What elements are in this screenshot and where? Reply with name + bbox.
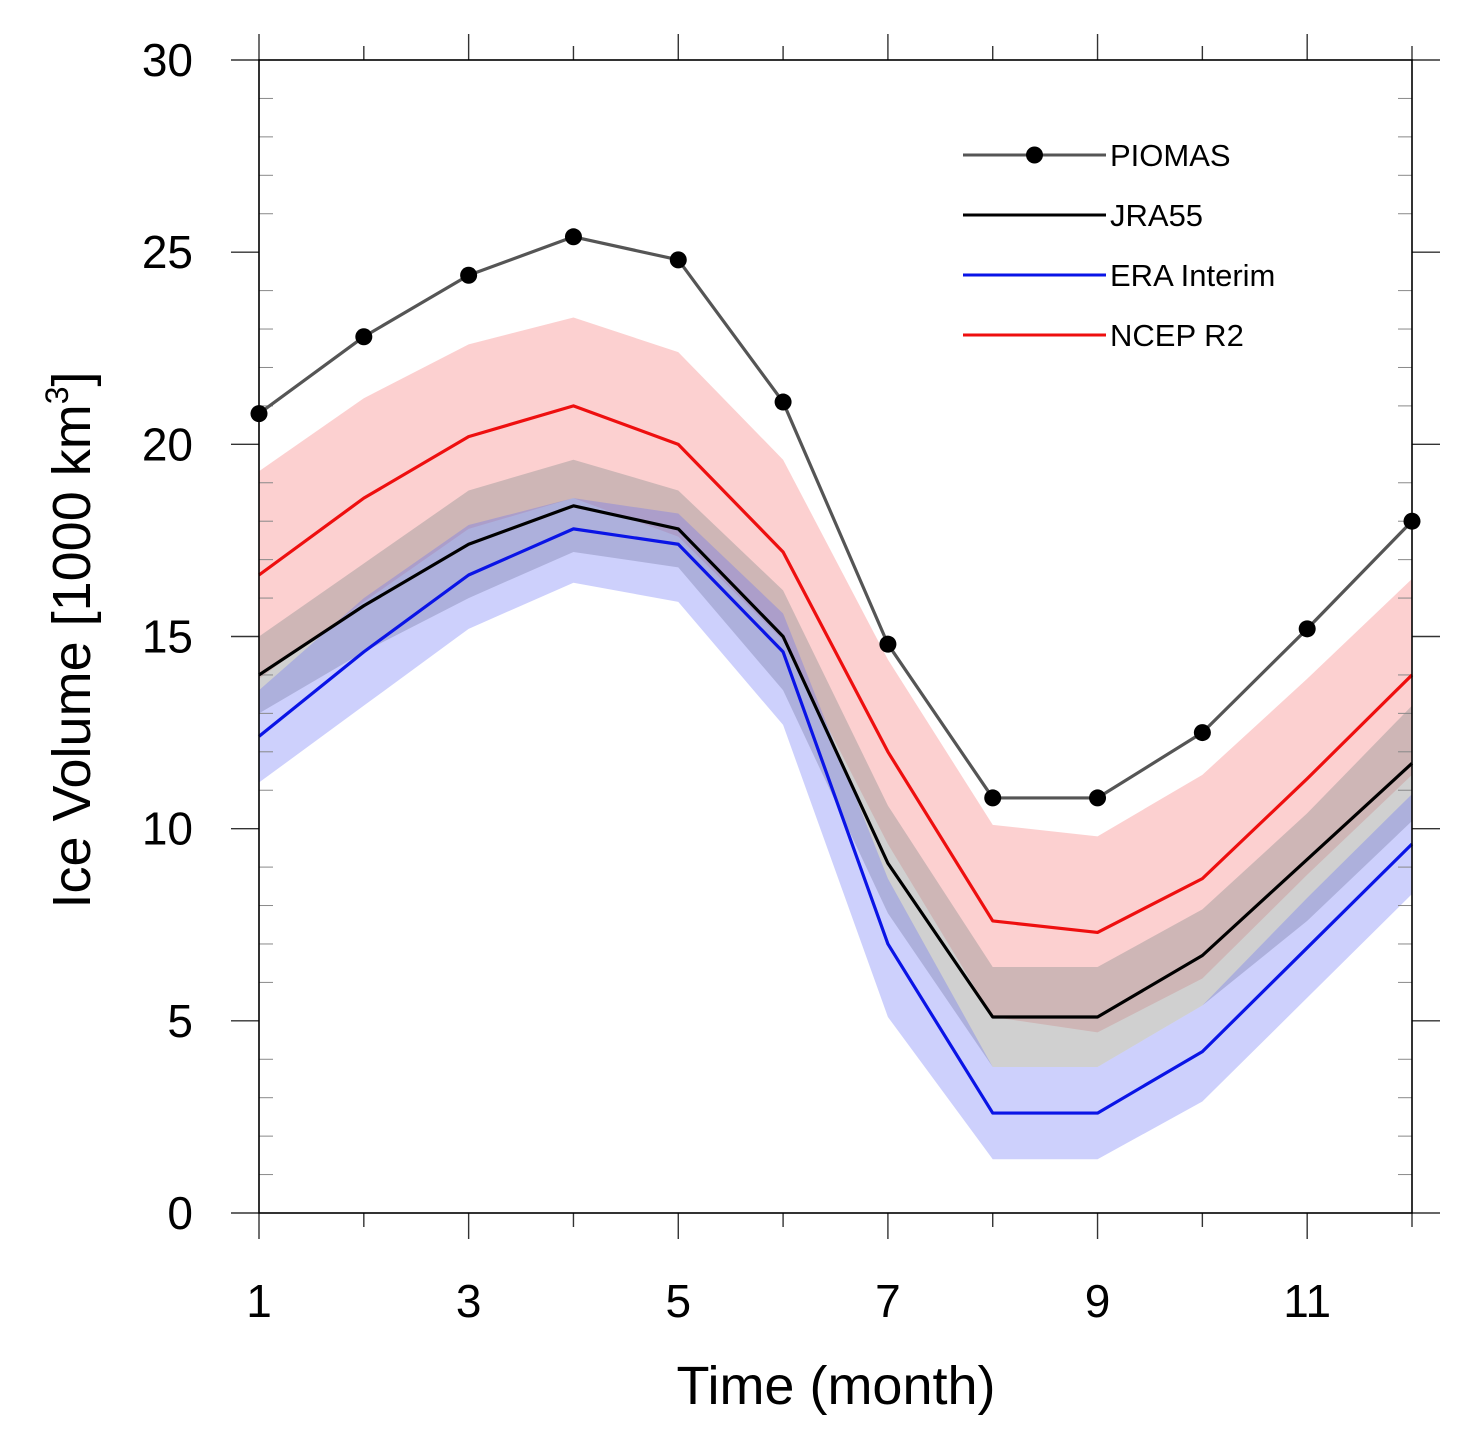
y-tick-label: 20 bbox=[142, 418, 193, 470]
y-tick-label: 0 bbox=[167, 1187, 193, 1239]
x-tick-label: 7 bbox=[875, 1275, 901, 1327]
y-tick-label: 10 bbox=[142, 803, 193, 855]
x-tick-label: 5 bbox=[665, 1275, 691, 1327]
y-axis-title: Ice Volume [1000 km3] bbox=[39, 371, 102, 908]
tick-labels: 1 3 5 7 9 11 0 5 10 15 20 25 30 bbox=[142, 34, 1331, 1327]
data-point-piomas bbox=[774, 393, 792, 411]
data-point-piomas bbox=[1298, 620, 1316, 638]
y-tick-label: 30 bbox=[142, 34, 193, 86]
y-tick-label: 25 bbox=[142, 226, 193, 278]
legend-label-era-interim: ERA Interim bbox=[1110, 258, 1275, 293]
series-line-ncep-r2 bbox=[258, 404, 1414, 935]
series-lines bbox=[250, 228, 1421, 1115]
data-point-piomas bbox=[1193, 724, 1211, 742]
legend: PIOMAS JRA55 ERA Interim NCEP R2 bbox=[963, 138, 1275, 353]
data-point-piomas bbox=[879, 635, 897, 653]
data-point-piomas bbox=[355, 328, 373, 346]
y-axis-title-superscript: 3 bbox=[39, 386, 75, 404]
y-tick-label: 15 bbox=[142, 611, 193, 663]
band-jra55 bbox=[259, 459, 1412, 1067]
x-tick-label: 3 bbox=[456, 1275, 482, 1327]
uncertainty-bands bbox=[259, 317, 1412, 1160]
legend-marker-piomas bbox=[1026, 146, 1043, 164]
legend-label-ncep-r2: NCEP R2 bbox=[1110, 318, 1244, 353]
x-tick-label: 9 bbox=[1085, 1275, 1111, 1327]
data-point-piomas bbox=[460, 266, 478, 284]
x-tick-label: 1 bbox=[246, 1275, 272, 1327]
series-line-jra55 bbox=[258, 504, 1414, 1019]
band-ncep-r2 bbox=[259, 317, 1412, 1033]
data-point-piomas bbox=[669, 251, 687, 269]
x-tick-label: 11 bbox=[1283, 1275, 1331, 1327]
y-tick-label: 5 bbox=[167, 995, 193, 1047]
axis-ticks bbox=[231, 34, 1440, 1239]
data-point-piomas bbox=[1089, 789, 1107, 807]
legend-label-jra55: JRA55 bbox=[1110, 198, 1203, 233]
plot-frame bbox=[258, 59, 1413, 1214]
y-axis-title-end: ] bbox=[42, 371, 102, 386]
y-axis-title-main: Ice Volume [1000 km bbox=[42, 404, 102, 908]
data-point-piomas bbox=[984, 789, 1002, 807]
data-point-piomas bbox=[564, 228, 582, 246]
band-era-interim bbox=[259, 498, 1412, 1160]
series-line-era-interim bbox=[257, 527, 1414, 1115]
x-axis-title: Time (month) bbox=[676, 1356, 995, 1416]
legend-label-piomas: PIOMAS bbox=[1110, 138, 1231, 173]
series-line-piomas bbox=[258, 235, 1414, 800]
